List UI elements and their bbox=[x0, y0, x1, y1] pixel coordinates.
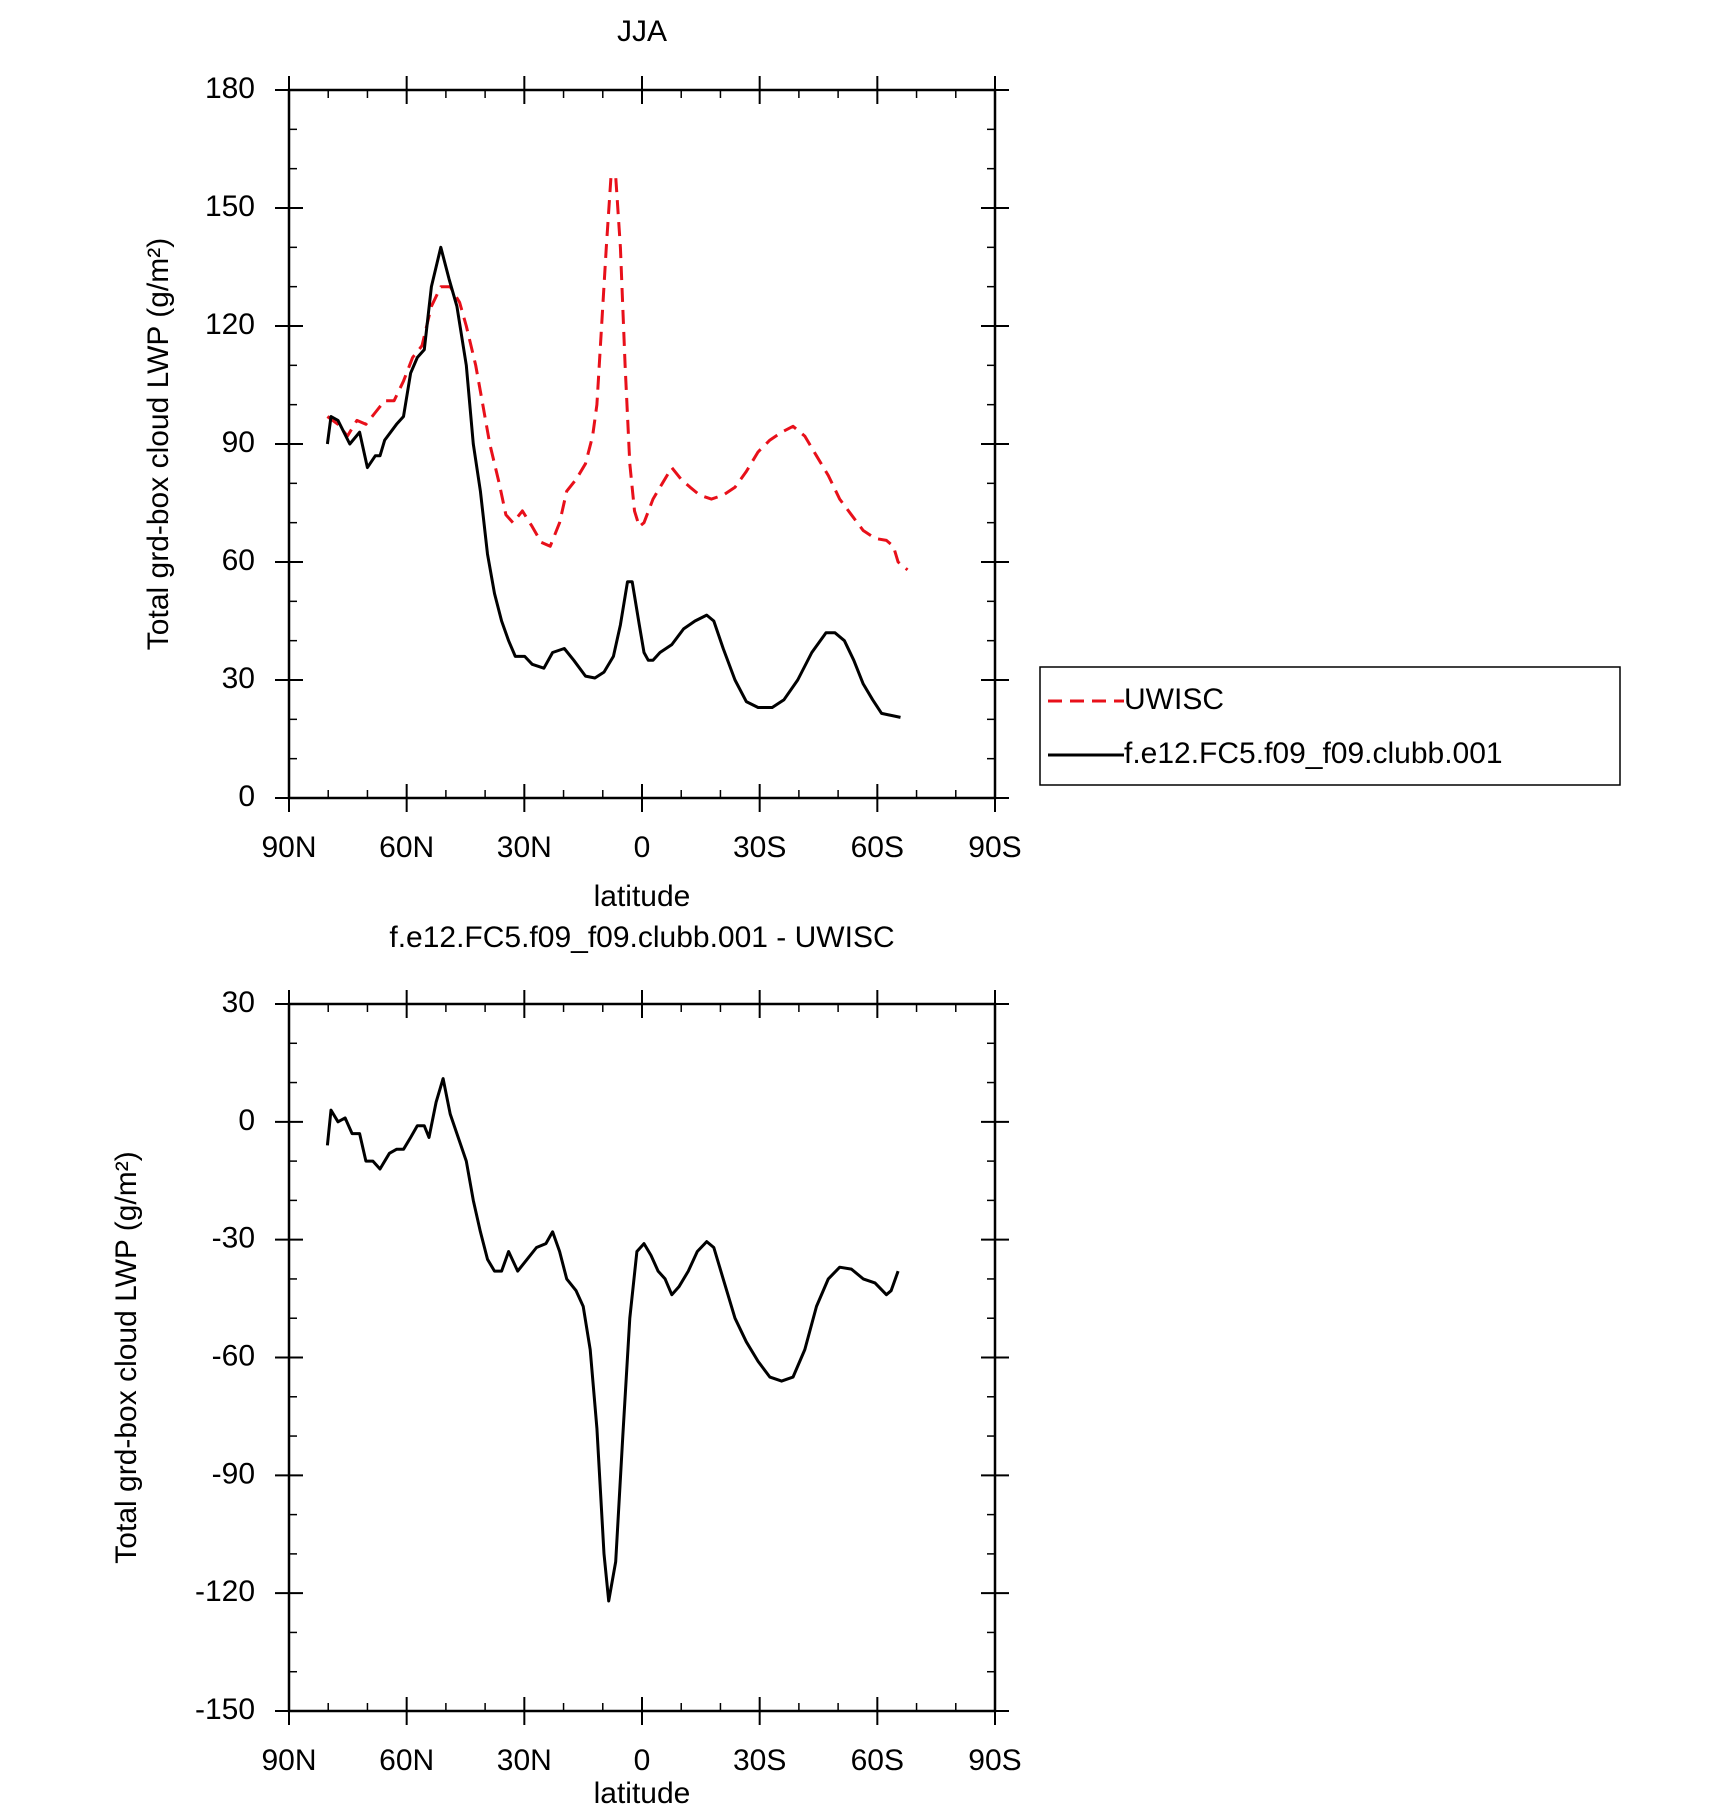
y-tick-label: 30 bbox=[222, 986, 255, 1019]
chart-title: f.e12.FC5.f09_f09.clubb.001 - UWISC bbox=[389, 921, 894, 954]
y-tick-label: 90 bbox=[222, 426, 255, 459]
y-tick-label: 120 bbox=[205, 308, 255, 341]
plot-frame bbox=[287, 1002, 997, 1713]
x-tick-label: 30N bbox=[497, 1744, 552, 1777]
y-tick-label: 0 bbox=[238, 780, 255, 813]
x-tick-label: 90S bbox=[968, 831, 1021, 864]
data-line bbox=[325, 1077, 900, 1603]
legend-label: UWISC bbox=[1124, 683, 1224, 716]
y-tick-label: -30 bbox=[212, 1222, 255, 1255]
x-tick-label: 60S bbox=[851, 831, 904, 864]
y-tick-label: -120 bbox=[195, 1575, 255, 1608]
chart-title: JJA bbox=[617, 15, 667, 48]
y-tick-label: -150 bbox=[195, 1693, 255, 1726]
x-tick-label: 60N bbox=[379, 1744, 434, 1777]
y-tick-label: 0 bbox=[238, 1104, 255, 1137]
x-tick-label: 90N bbox=[261, 1744, 316, 1777]
y-axis-label: Total grd-box cloud LWP (g/m²) bbox=[110, 1151, 143, 1563]
x-tick-label: 90S bbox=[968, 1744, 1021, 1777]
x-axis-label: latitude bbox=[594, 880, 691, 913]
x-axis-label: latitude bbox=[594, 1777, 691, 1810]
y-tick-label: -90 bbox=[212, 1457, 255, 1490]
x-tick-label: 0 bbox=[634, 1744, 651, 1777]
x-tick-label: 30S bbox=[733, 1744, 786, 1777]
y-tick-label: 30 bbox=[222, 662, 255, 695]
y-tick-label: 180 bbox=[205, 72, 255, 105]
plot-frame bbox=[287, 88, 997, 800]
x-tick-label: 60N bbox=[379, 831, 434, 864]
legend-box bbox=[1039, 666, 1621, 786]
x-tick-label: 90N bbox=[261, 831, 316, 864]
legend-label: f.e12.FC5.f09_f09.clubb.001 bbox=[1124, 737, 1503, 770]
y-tick-label: 60 bbox=[222, 544, 255, 577]
x-tick-label: 0 bbox=[634, 831, 651, 864]
x-tick-label: 30N bbox=[497, 831, 552, 864]
x-tick-label: 60S bbox=[851, 1744, 904, 1777]
data-line bbox=[326, 175, 909, 572]
y-tick-label: -60 bbox=[212, 1339, 255, 1372]
y-axis-label: Total grd-box cloud LWP (g/m²) bbox=[142, 238, 175, 650]
data-line bbox=[325, 245, 901, 719]
x-tick-label: 30S bbox=[733, 831, 786, 864]
y-tick-label: 150 bbox=[205, 190, 255, 223]
